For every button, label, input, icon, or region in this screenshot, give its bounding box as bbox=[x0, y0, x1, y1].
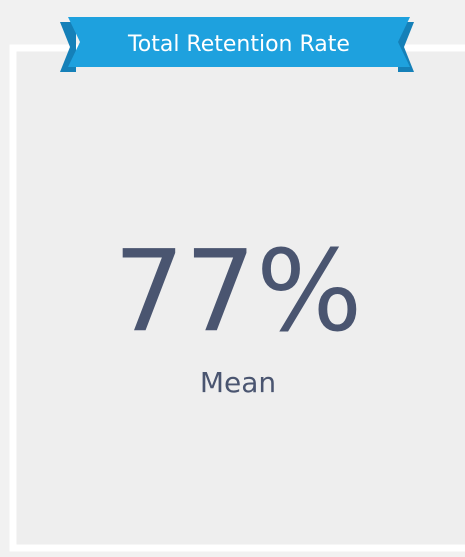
card-frame bbox=[9, 44, 465, 552]
kpi-title: Total Retention Rate bbox=[127, 32, 350, 57]
ribbon bbox=[68, 17, 410, 67]
kpi-label: Mean bbox=[200, 366, 276, 399]
kpi-value: 77% bbox=[114, 227, 363, 357]
